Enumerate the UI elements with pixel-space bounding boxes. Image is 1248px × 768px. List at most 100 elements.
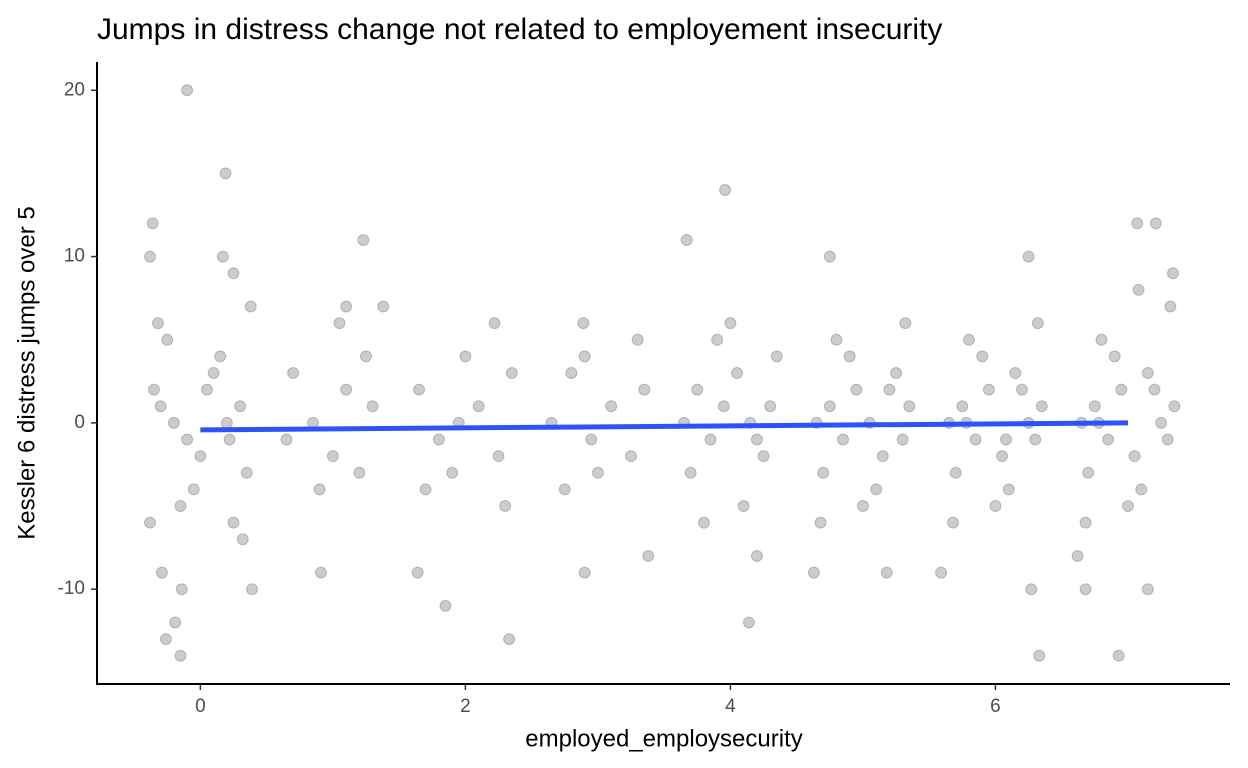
- point: [1149, 217, 1162, 230]
- point: [631, 333, 644, 346]
- point: [505, 367, 518, 379]
- y-tick-label: -10: [58, 578, 85, 599]
- point: [411, 566, 424, 579]
- point: [876, 450, 889, 463]
- point: [1079, 583, 1092, 596]
- point: [680, 233, 693, 246]
- point: [850, 383, 863, 396]
- point: [1141, 583, 1154, 596]
- point: [144, 516, 157, 529]
- point: [750, 549, 763, 562]
- point: [432, 433, 445, 446]
- point: [880, 566, 893, 579]
- point: [731, 367, 744, 379]
- point: [244, 300, 257, 313]
- point: [488, 317, 501, 330]
- point: [377, 300, 390, 313]
- point: [446, 466, 459, 479]
- point: [1082, 466, 1095, 479]
- point: [976, 350, 989, 363]
- point: [883, 383, 896, 396]
- point: [1141, 367, 1154, 379]
- point: [1095, 333, 1108, 346]
- point: [1002, 483, 1015, 496]
- point: [1031, 317, 1044, 330]
- point: [684, 466, 697, 479]
- point: [360, 350, 373, 363]
- point: [227, 516, 240, 529]
- point: [585, 433, 598, 446]
- point: [167, 416, 180, 429]
- point: [1164, 300, 1177, 313]
- y-tick-label: 0: [74, 412, 85, 433]
- point: [240, 466, 253, 479]
- point: [146, 217, 159, 230]
- point: [187, 483, 200, 496]
- point: [1102, 433, 1115, 446]
- point: [625, 450, 638, 463]
- x-tick-label: 2: [460, 696, 471, 717]
- y-tick-label: 20: [64, 79, 85, 100]
- point: [151, 317, 164, 330]
- point: [903, 400, 916, 413]
- point: [181, 433, 194, 446]
- point: [704, 433, 717, 446]
- x-tick-label: 6: [990, 696, 1001, 717]
- point: [697, 516, 710, 529]
- point: [174, 500, 187, 513]
- point: [439, 599, 452, 612]
- point: [280, 433, 293, 446]
- point: [807, 566, 820, 579]
- point: [169, 616, 182, 629]
- point: [246, 583, 259, 596]
- point: [200, 383, 213, 396]
- point: [227, 267, 240, 280]
- point: [896, 433, 909, 446]
- point: [1035, 400, 1048, 413]
- point: [843, 350, 856, 363]
- point: [147, 383, 160, 396]
- point: [326, 450, 339, 463]
- point: [956, 400, 969, 413]
- point: [996, 450, 1009, 463]
- point: [1009, 367, 1022, 379]
- point: [1132, 283, 1145, 296]
- point: [499, 500, 512, 513]
- point: [823, 400, 836, 413]
- point: [814, 516, 827, 529]
- point: [899, 317, 912, 330]
- point: [1033, 649, 1046, 662]
- point: [1115, 383, 1128, 396]
- point: [154, 400, 167, 413]
- point: [770, 350, 783, 363]
- point: [949, 466, 962, 479]
- point: [419, 483, 432, 496]
- point: [1167, 267, 1180, 280]
- point: [1108, 350, 1121, 363]
- point: [737, 500, 750, 513]
- point: [764, 400, 777, 413]
- point: [982, 383, 995, 396]
- point: [223, 433, 236, 446]
- point: [962, 333, 975, 346]
- point: [1025, 583, 1038, 596]
- point: [558, 483, 571, 496]
- point: [1071, 549, 1084, 562]
- point: [856, 500, 869, 513]
- point: [1135, 483, 1148, 496]
- point: [724, 317, 737, 330]
- point: [503, 633, 516, 646]
- point: [1168, 400, 1181, 413]
- point: [216, 250, 229, 263]
- point: [220, 416, 233, 429]
- point: [1029, 433, 1042, 446]
- point: [366, 400, 379, 413]
- point: [750, 433, 763, 446]
- point: [1155, 416, 1168, 429]
- trend-line: [200, 420, 1128, 433]
- y-axis-label: Kessler 6 distress jumps over 5: [13, 206, 40, 539]
- point: [1079, 516, 1092, 529]
- point: [935, 566, 948, 579]
- point: [1088, 400, 1101, 413]
- point: [817, 466, 830, 479]
